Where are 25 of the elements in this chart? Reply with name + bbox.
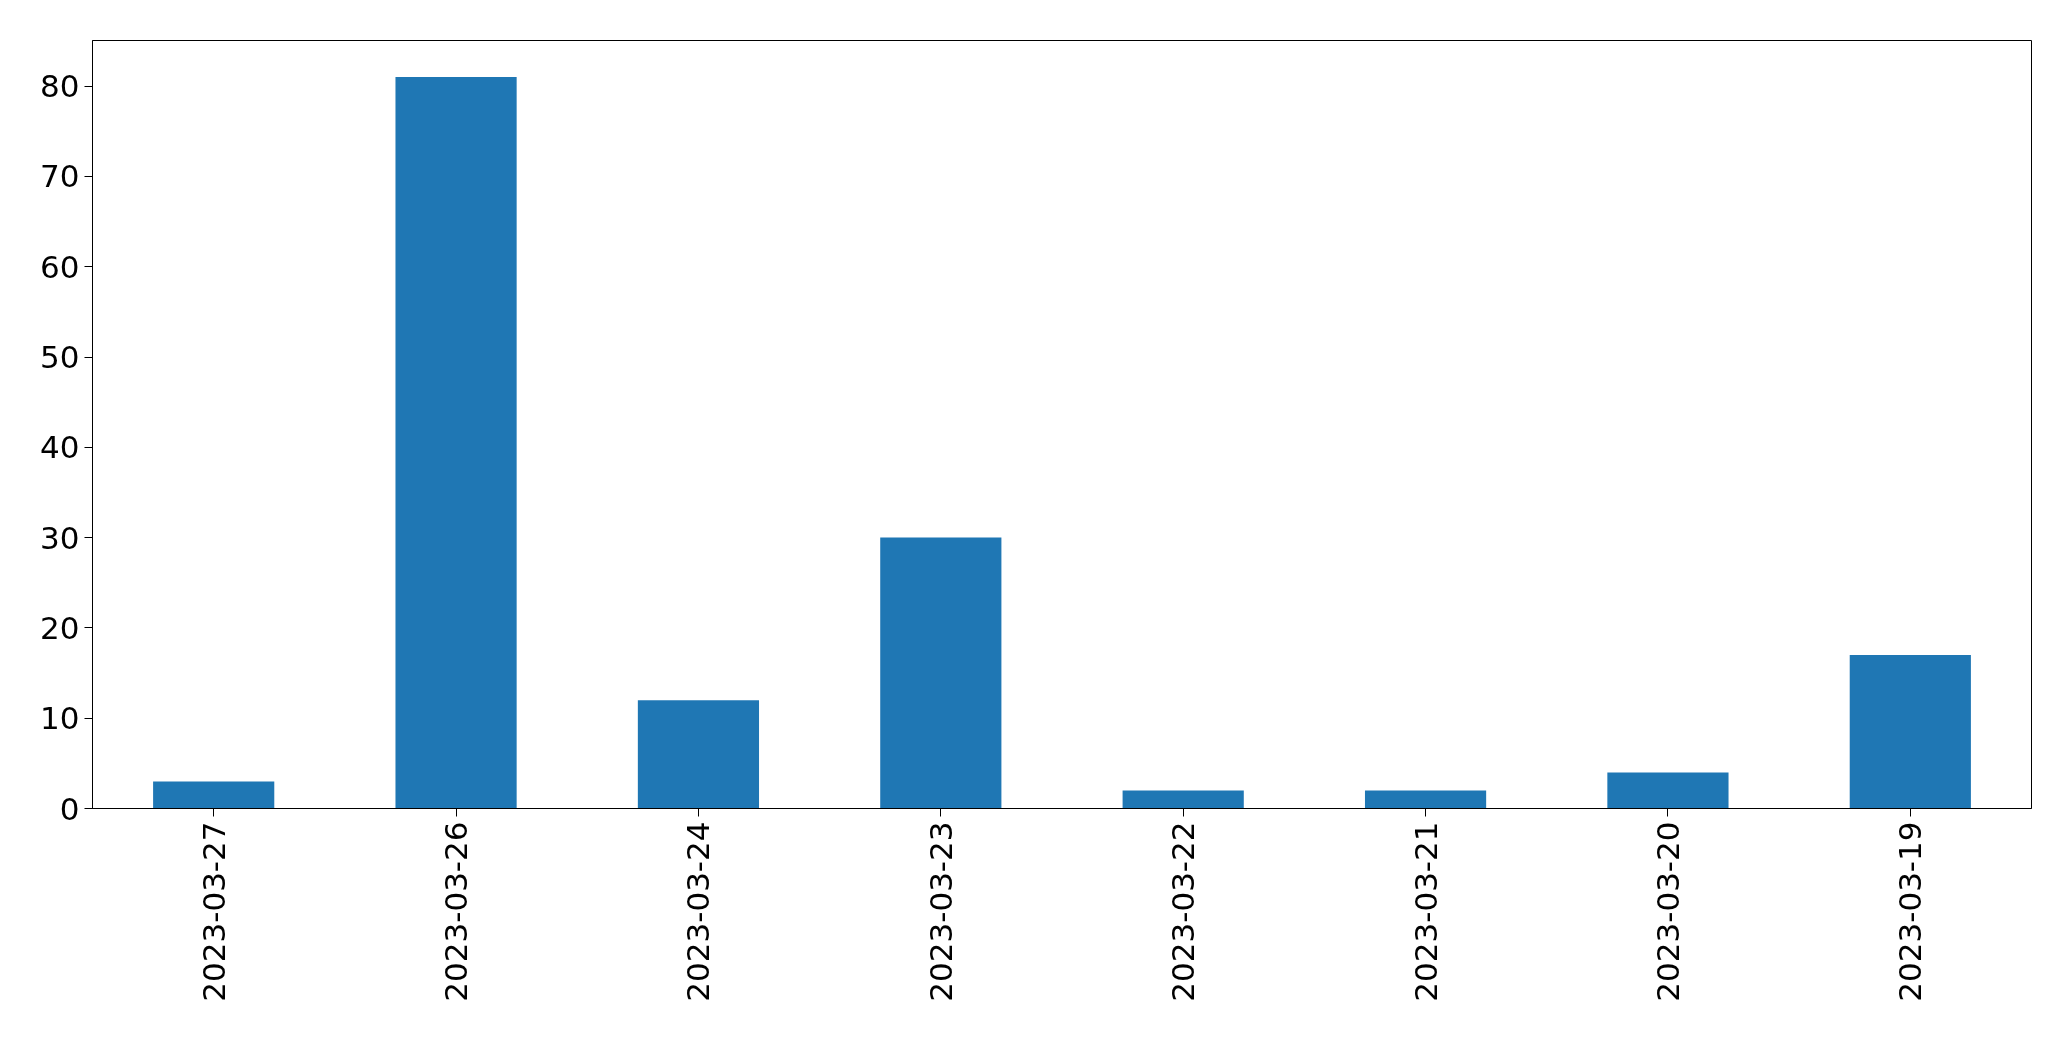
bar xyxy=(1122,790,1244,809)
bar xyxy=(1364,790,1487,809)
y-tick-label: 20 xyxy=(40,609,80,646)
bar xyxy=(153,781,275,809)
x-tick-label: 2023-03-22 xyxy=(1165,821,1202,1002)
y-tick-label: 80 xyxy=(40,68,80,105)
y-tick-label: 70 xyxy=(40,158,80,195)
y-tick-label: 30 xyxy=(40,519,80,556)
x-tick-label: 2023-03-26 xyxy=(438,821,475,1002)
y-tick-label: 50 xyxy=(40,339,80,375)
x-tick-label: 2023-03-24 xyxy=(680,821,717,1002)
bar xyxy=(1607,772,1729,809)
y-tick-label: 0 xyxy=(59,790,80,827)
bar xyxy=(395,77,517,809)
bar xyxy=(1849,654,1971,809)
y-tick-label: 60 xyxy=(40,248,80,285)
y-tick-label: 10 xyxy=(40,700,80,737)
x-tick-label: 2023-03-27 xyxy=(195,821,232,1002)
bar xyxy=(880,537,1002,809)
bar xyxy=(637,700,760,809)
x-tick-label: 2023-03-20 xyxy=(1649,821,1686,1002)
x-tick-label: 2023-03-23 xyxy=(922,821,959,1002)
x-tick-label: 2023-03-21 xyxy=(1407,821,1444,1002)
y-tick-label: 40 xyxy=(40,429,80,466)
x-tick-label: 2023-03-19 xyxy=(1892,821,1929,1002)
